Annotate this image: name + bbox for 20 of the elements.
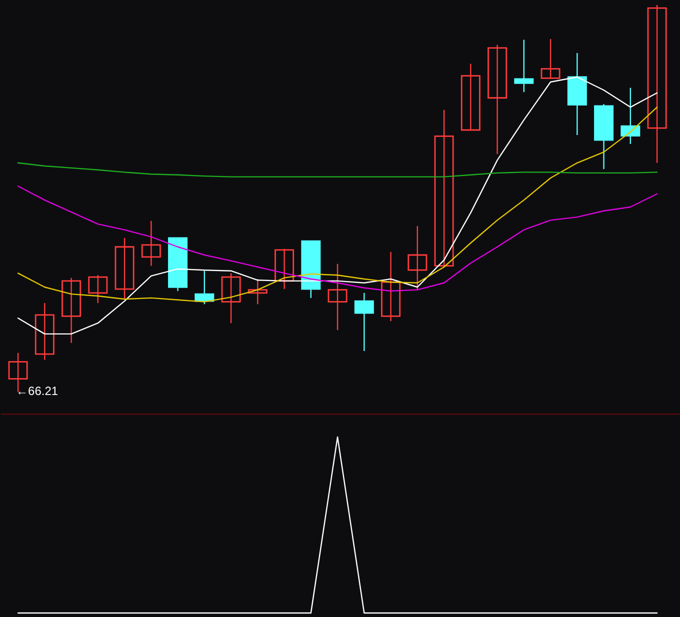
candlestick	[274, 248, 294, 290]
candlestick	[514, 39, 534, 93]
candlestick	[381, 251, 401, 322]
candlestick	[460, 63, 480, 131]
annotation: ←66.21	[16, 384, 58, 398]
candlestick	[34, 302, 54, 360]
candlestick	[88, 274, 108, 304]
candlestick	[221, 272, 241, 324]
candlestick	[488, 44, 508, 155]
candlestick	[114, 237, 134, 300]
candlestick	[328, 263, 348, 331]
candlestick	[620, 87, 640, 145]
candlestick	[141, 220, 161, 266]
candlestick	[62, 277, 82, 344]
candlestick	[354, 292, 374, 352]
candlestick	[248, 278, 268, 305]
candlestick	[434, 109, 454, 267]
candlestick	[540, 38, 560, 79]
candlestick	[408, 225, 428, 290]
candlestick	[647, 4, 667, 164]
